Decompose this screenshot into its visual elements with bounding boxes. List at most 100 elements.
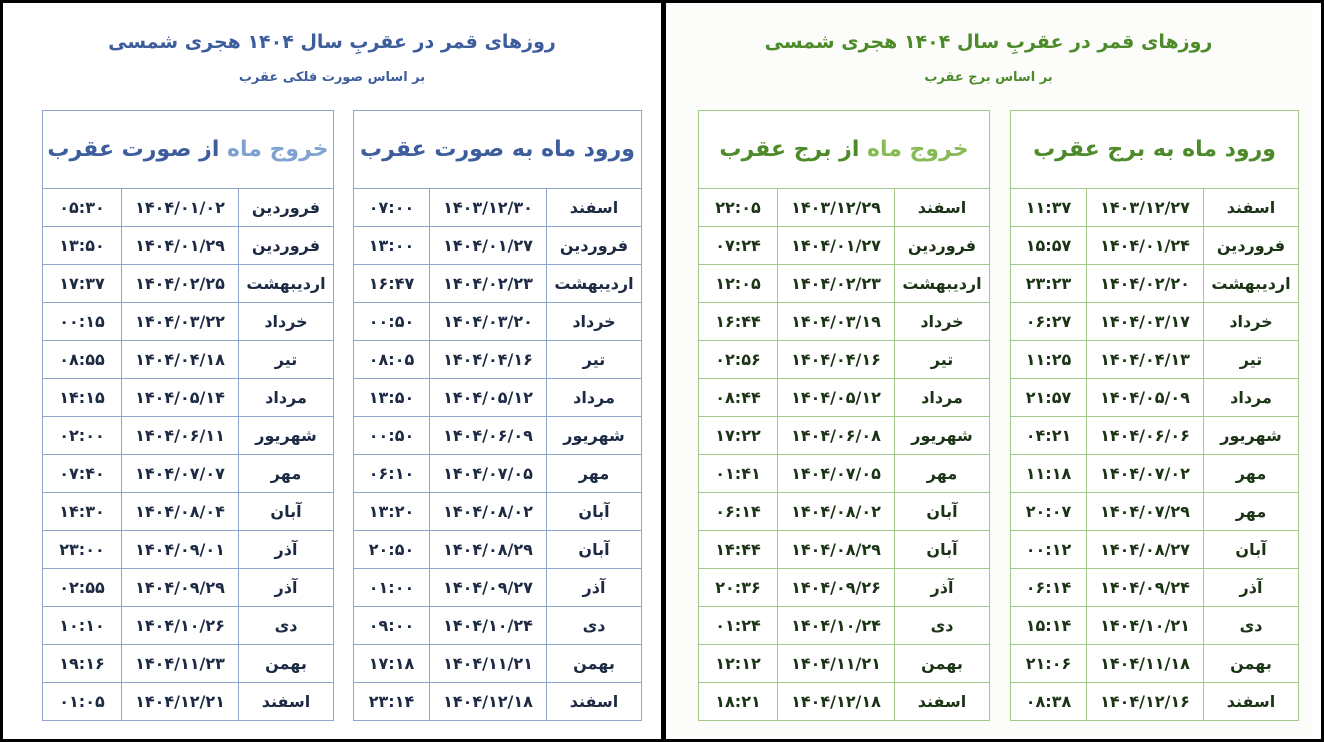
table-row: فروردین ۱۴۰۴/۰۱/۲۹ ۱۳:۵۰ [43,226,333,264]
date-cell: ۱۴۰۴/۰۵/۱۲ [429,379,546,416]
date-cell: ۱۴۰۴/۰۱/۰۲ [121,189,238,226]
month-cell: آبان [546,493,641,530]
table: ورود ماه به صورت عقرب اسفند ۱۴۰۳/۱۲/۳۰ ۰۷:۰… [353,110,642,721]
date-cell: ۱۴۰۴/۰۹/۲۹ [121,569,238,606]
time-cell: ۰۷:۴۰ [59,464,105,483]
date-cell: ۱۴۰۴/۰۲/۲۳ [429,265,546,302]
table-heading: ورود ماه به صورت عقرب [354,111,641,189]
month-cell: بهمن [546,645,641,682]
month-cell: مهر [1203,455,1298,492]
time-cell: ۱۹:۱۶ [59,654,105,673]
table-row: شهریور ۱۴۰۴/۰۶/۰۶ ۰۴:۲۱ [1011,416,1298,454]
time-cell: ۰۸:۰۵ [368,350,415,369]
month-cell: اسفند [1203,683,1298,720]
month-cell: مرداد [238,379,333,416]
date-cell: ۱۴۰۴/۰۸/۰۴ [121,493,238,530]
time-cell: ۰۱:۰۵ [59,692,105,711]
time-cell: ۲۲:۰۵ [715,198,761,217]
month-cell: مرداد [894,379,989,416]
table-row: آبان ۱۴۰۴/۰۸/۰۲ ۱۳:۲۰ [354,492,641,530]
time-cell: ۰۲:۵۶ [715,350,761,369]
month-cell: دی [1203,607,1298,644]
time-cell: ۱۴:۴۴ [715,540,761,559]
date-cell: ۱۴۰۴/۱۲/۲۱ [121,683,238,720]
date-cell: ۱۴۰۳/۱۲/۲۷ [1086,189,1203,226]
date-cell: ۱۴۰۴/۰۵/۱۲ [777,379,894,416]
time-cell: ۱۳:۵۰ [59,236,105,255]
time-cell: ۲۳:۲۳ [1025,274,1072,293]
heading-part: از برج عقرب [719,137,860,162]
date-cell: ۱۴۰۴/۰۷/۰۵ [777,455,894,492]
table-row: آبان ۱۴۰۴/۰۸/۲۷ ۰۰:۱۲ [1011,530,1298,568]
date-cell: ۱۴۰۴/۱۱/۲۳ [121,645,238,682]
month-cell: اسفند [894,683,989,720]
month-cell: اردیبهشت [1203,265,1298,302]
date-cell: ۱۴۰۴/۱۱/۲۱ [429,645,546,682]
table-row: آذر ۱۴۰۴/۰۹/۲۶ ۲۰:۳۶ [699,568,989,606]
time-cell: ۱۴:۳۰ [59,502,105,521]
table: ورود ماه به برج عقرب اسفند ۱۴۰۳/۱۲/۲۷ ۱۱:۳۷… [1010,110,1299,721]
table-row: اردیبهشت ۱۴۰۴/۰۲/۲۵ ۱۷:۳۷ [43,264,333,302]
month-cell: دی [238,607,333,644]
panel: روزهای قمر در عقربِ سال ۱۴۰۴ هجری شمسی بر… [3,3,661,736]
time-cell: ۰۶:۱۰ [368,464,415,483]
month-cell: اسفند [546,683,641,720]
time-cell: ۰۶:۱۴ [715,502,761,521]
table-heading: خروج ماه از صورت عقرب [43,111,333,189]
date-cell: ۱۴۰۴/۰۲/۲۵ [121,265,238,302]
table-row: مهر ۱۴۰۴/۰۷/۰۵ ۰۱:۴۱ [699,454,989,492]
date-cell: ۱۴۰۴/۰۴/۱۳ [1086,341,1203,378]
time-cell: ۱۷:۱۸ [368,654,415,673]
month-cell: اسفند [894,189,989,226]
month-cell: فروردین [546,227,641,264]
table-row: دی ۱۴۰۴/۱۰/۲۱ ۱۵:۱۴ [1011,606,1298,644]
date-cell: ۱۴۰۳/۱۲/۳۰ [429,189,546,226]
time-cell: ۱۵:۱۴ [1025,616,1072,635]
month-cell: فروردین [1203,227,1298,264]
time-cell: ۰۰:۱۲ [1025,540,1072,559]
date-cell: ۱۴۰۴/۰۶/۰۸ [777,417,894,454]
month-cell: مرداد [1203,379,1298,416]
date-cell: ۱۴۰۴/۰۴/۱۶ [429,341,546,378]
time-cell: ۰۲:۰۰ [59,426,105,445]
time-cell: ۰۱:۲۴ [715,616,761,635]
month-cell: اسفند [1203,189,1298,226]
table-row: مهر ۱۴۰۴/۰۷/۰۷ ۰۷:۴۰ [43,454,333,492]
month-cell: مهر [546,455,641,492]
time-cell: ۰۸:۳۸ [1025,692,1072,711]
month-cell: شهریور [238,417,333,454]
time-cell: ۱۱:۲۵ [1025,350,1072,369]
month-cell: خرداد [1203,303,1298,340]
table-row: اسفند ۱۴۰۳/۱۲/۲۹ ۲۲:۰۵ [699,189,989,226]
time-cell: ۲۰:۳۶ [715,578,761,597]
table-row: تیر ۱۴۰۴/۰۴/۱۶ ۰۸:۰۵ [354,340,641,378]
panel: روزهای قمر در عقربِ سال ۱۴۰۴ هجری شمسی بر… [666,3,1311,736]
date-cell: ۱۴۰۴/۰۳/۲۰ [429,303,546,340]
month-cell: آذر [238,569,333,606]
time-cell: ۱۷:۲۲ [715,426,761,445]
date-cell: ۱۴۰۴/۰۱/۲۴ [1086,227,1203,264]
month-cell: خرداد [546,303,641,340]
table-row: آبان ۱۴۰۴/۰۸/۲۹ ۱۴:۴۴ [699,530,989,568]
date-cell: ۱۴۰۴/۰۸/۲۹ [777,531,894,568]
month-cell: فروردین [238,227,333,264]
date-cell: ۱۴۰۴/۰۳/۲۲ [121,303,238,340]
time-cell: ۱۷:۳۷ [59,274,105,293]
time-cell: ۰۶:۱۴ [1025,578,1072,597]
month-cell: فروردین [894,227,989,264]
month-cell: آذر [1203,569,1298,606]
month-cell: مهر [1203,493,1298,530]
date-cell: ۱۴۰۴/۰۶/۰۶ [1086,417,1203,454]
table-row: اسفند ۱۴۰۳/۱۲/۲۷ ۱۱:۳۷ [1011,189,1298,226]
date-cell: ۱۴۰۴/۰۹/۰۱ [121,531,238,568]
table-row: اسفند ۱۴۰۴/۱۲/۲۱ ۰۱:۰۵ [43,682,333,720]
table-row: دی ۱۴۰۴/۱۰/۲۴ ۰۱:۲۴ [699,606,989,644]
time-cell: ۲۳:۰۰ [59,540,105,559]
date-cell: ۱۴۰۴/۰۱/۲۷ [777,227,894,264]
time-cell: ۱۲:۰۵ [715,274,761,293]
month-cell: اردیبهشت [238,265,333,302]
date-cell: ۱۴۰۴/۱۱/۲۱ [777,645,894,682]
time-cell: ۲۳:۱۴ [368,692,415,711]
table-row: اسفند ۱۴۰۴/۱۲/۱۸ ۲۳:۱۴ [354,682,641,720]
month-cell: خرداد [238,303,333,340]
